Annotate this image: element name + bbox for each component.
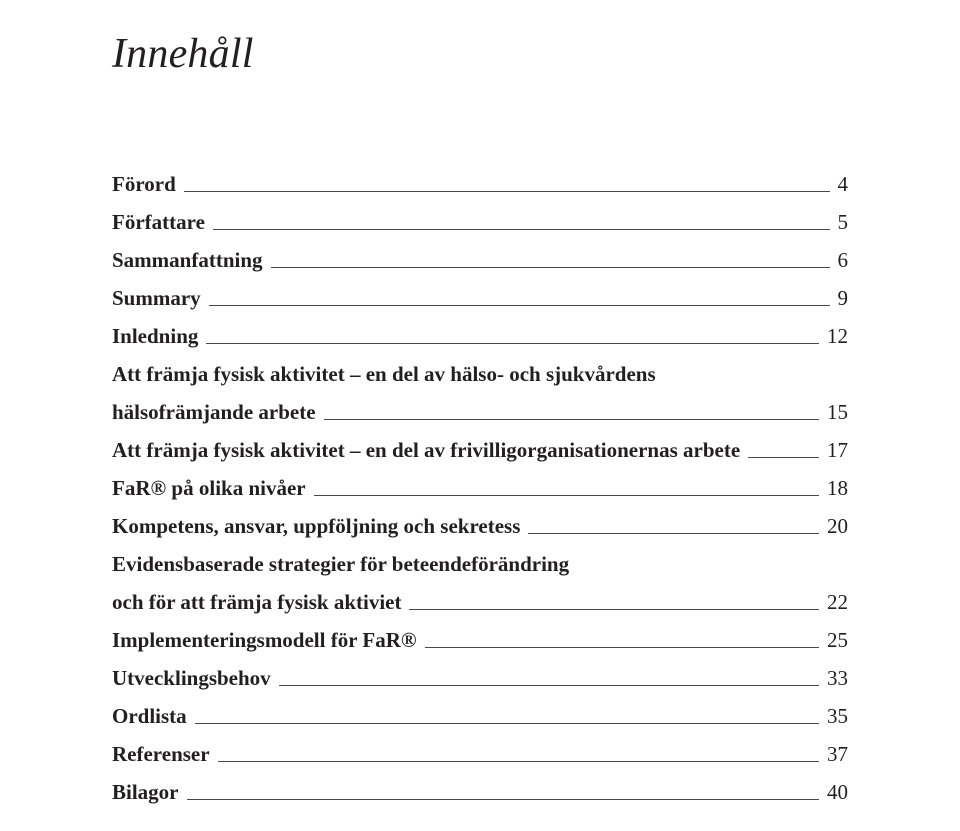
toc-page-number: 6 xyxy=(838,250,849,271)
toc-leader xyxy=(306,483,827,499)
toc-row: Evidensbaserade strategier för beteendef… xyxy=(112,554,848,575)
toc-leader xyxy=(401,597,827,613)
toc-row: Ordlista 35 xyxy=(112,706,848,727)
toc-label: Sammanfattning xyxy=(112,250,263,271)
toc-row: och för att främja fysisk aktiviet 22 xyxy=(112,592,848,613)
toc-label: FaR® på olika nivåer xyxy=(112,478,306,499)
toc-leader xyxy=(417,635,827,651)
page: Innehåll Förord 4 Författare 5 Sammanfattnin… xyxy=(0,0,960,831)
toc-row: Bilagor 40 xyxy=(112,782,848,803)
toc-label: Kompetens, ansvar, uppföljning och sekre… xyxy=(112,516,520,537)
toc-row: FaR® på olika nivåer 18 xyxy=(112,478,848,499)
toc-label: och för att främja fysisk aktiviet xyxy=(112,592,401,613)
toc-label: Ordlista xyxy=(112,706,187,727)
toc-leader xyxy=(520,521,827,537)
toc-row: Implementeringsmodell för FaR® 25 xyxy=(112,630,848,651)
toc-page-number: 40 xyxy=(827,782,848,803)
toc-page-number: 22 xyxy=(827,592,848,613)
toc-label: Att främja fysisk aktivitet – en del av … xyxy=(112,440,740,461)
toc-page-number: 12 xyxy=(827,326,848,347)
toc-page-number: 18 xyxy=(827,478,848,499)
toc-row: Referenser 37 xyxy=(112,744,848,765)
toc-label: Implementeringsmodell för FaR® xyxy=(112,630,417,651)
toc-label: Inledning xyxy=(112,326,198,347)
toc-leader xyxy=(263,255,838,271)
toc-leader xyxy=(198,331,827,347)
toc-row: Utvecklingsbehov 33 xyxy=(112,668,848,689)
toc-leader xyxy=(210,749,827,765)
toc-label: Referenser xyxy=(112,744,210,765)
toc-label: Summary xyxy=(112,288,201,309)
toc-row: Summary 9 xyxy=(112,288,848,309)
toc-page-number: 35 xyxy=(827,706,848,727)
toc-row: Att främja fysisk aktivitet – en del av … xyxy=(112,440,848,461)
toc-label: Bilagor xyxy=(112,782,179,803)
toc-leader xyxy=(740,445,827,461)
toc-row: hälsofrämjande arbete 15 xyxy=(112,402,848,423)
toc-leader xyxy=(201,293,838,309)
toc-page-number: 4 xyxy=(838,174,849,195)
toc-row: Sammanfattning 6 xyxy=(112,250,848,271)
table-of-contents: Förord 4 Författare 5 Sammanfattning 6 Summary… xyxy=(112,174,848,803)
toc-label: Att främja fysisk aktivitet – en del av … xyxy=(112,364,656,385)
toc-label: hälsofrämjande arbete xyxy=(112,402,316,423)
toc-page-number: 33 xyxy=(827,668,848,689)
toc-row: Inledning 12 xyxy=(112,326,848,347)
toc-page-number: 25 xyxy=(827,630,848,651)
toc-page-number: 37 xyxy=(827,744,848,765)
toc-row: Förord 4 xyxy=(112,174,848,195)
toc-leader xyxy=(316,407,827,423)
toc-label: Utvecklingsbehov xyxy=(112,668,271,689)
toc-row: Att främja fysisk aktivitet – en del av … xyxy=(112,364,848,385)
toc-leader xyxy=(205,217,838,233)
toc-row: Författare 5 xyxy=(112,212,848,233)
toc-leader xyxy=(176,179,838,195)
toc-page-number: 9 xyxy=(838,288,849,309)
toc-leader xyxy=(271,673,827,689)
toc-page-number: 17 xyxy=(827,440,848,461)
toc-page-number: 15 xyxy=(827,402,848,423)
toc-label: Förord xyxy=(112,174,176,195)
toc-leader xyxy=(179,787,828,803)
toc-page-number: 5 xyxy=(838,212,849,233)
toc-label: Evidensbaserade strategier för beteendef… xyxy=(112,554,569,575)
toc-label: Författare xyxy=(112,212,205,233)
page-title: Innehåll xyxy=(112,30,848,78)
toc-leader xyxy=(187,711,827,727)
toc-row: Kompetens, ansvar, uppföljning och sekre… xyxy=(112,516,848,537)
toc-page-number: 20 xyxy=(827,516,848,537)
